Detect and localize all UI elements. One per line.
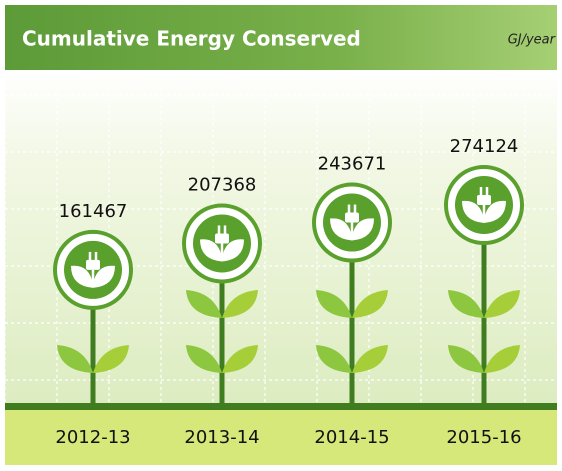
icon-plug <box>86 260 100 270</box>
ground-line <box>5 403 557 410</box>
icon-plug <box>215 233 229 243</box>
x-tick-label: 2013-14 <box>184 427 259 448</box>
value-label: 161467 <box>59 201 128 222</box>
x-tick-label: 2014-15 <box>314 427 389 448</box>
value-label: 207368 <box>188 174 257 195</box>
icon-plug <box>345 213 359 223</box>
value-label: 243671 <box>318 154 387 175</box>
chart-title: Cumulative Energy Conserved <box>22 27 361 51</box>
x-tick-label: 2015-16 <box>446 427 521 448</box>
value-label: 274124 <box>450 136 519 157</box>
chart: Cumulative Energy Conserved GJ/year 1614… <box>0 0 562 471</box>
x-tick-label: 2012-13 <box>55 427 130 448</box>
unit-label: GJ/year <box>508 33 557 48</box>
icon-plug <box>477 195 491 205</box>
